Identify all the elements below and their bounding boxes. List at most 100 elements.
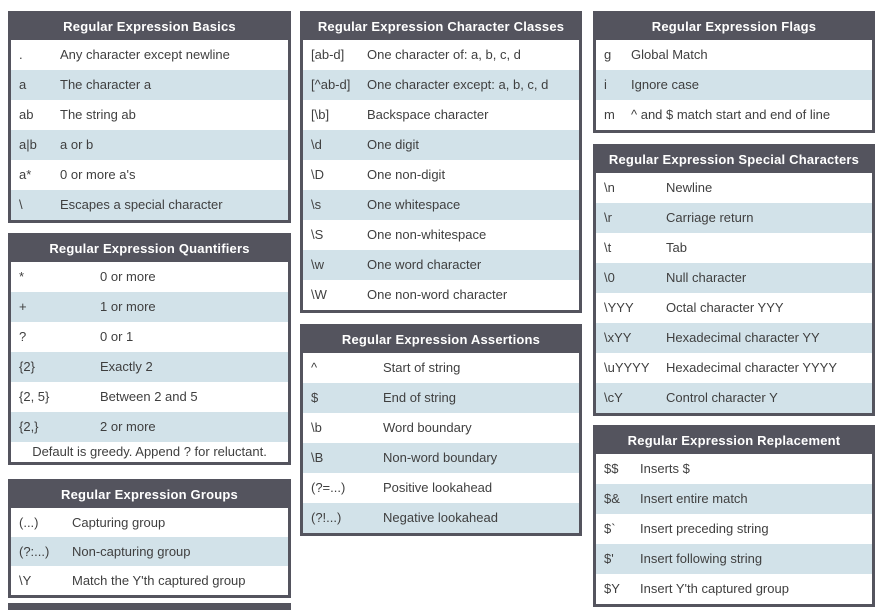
regex-symbol: i <box>604 77 607 92</box>
regex-description: Backspace character <box>367 107 489 122</box>
table-row: \Y Match the Y'th captured group <box>11 566 288 595</box>
regex-symbol: {2, 5} <box>19 389 50 404</box>
regex-symbol: + <box>19 299 27 314</box>
regex-description: One character of: a, b, c, d <box>367 47 521 62</box>
table-regex-quantifiers: Regular Expression Quantifiers * 0 or mo… <box>8 233 291 465</box>
regex-symbol: \n <box>604 180 615 195</box>
table-row: $$ Inserts $ <box>596 454 872 484</box>
table-row: {2,} 2 or more <box>11 412 288 442</box>
table-row: * 0 or more <box>11 262 288 292</box>
table-title: Regular Expression Flags <box>596 14 872 40</box>
regex-symbol: \b <box>311 420 322 435</box>
regex-symbol: \W <box>311 287 327 302</box>
table-row: \YYY Octal character YYY <box>596 293 872 323</box>
regex-symbol: $` <box>604 521 616 536</box>
table-row: m ^ and $ match start and end of line <box>596 100 872 130</box>
regex-description: One word character <box>367 257 482 272</box>
table-row: [^ab-d] One character except: a, b, c, d <box>303 70 579 100</box>
column-left: Regular Expression Basics . Any characte… <box>8 11 291 610</box>
regex-description: Negative lookahead <box>383 510 498 525</box>
regex-description: Global Match <box>631 47 708 62</box>
table-row: (?:...) Non-capturing group <box>11 537 288 566</box>
regex-description: One non-word character <box>367 287 508 302</box>
table-row: [\b] Backspace character <box>303 100 579 130</box>
table-row: \b Word boundary <box>303 413 579 443</box>
regex-description: Insert entire match <box>640 491 748 506</box>
regex-description: ^ and $ match start and end of line <box>631 107 831 122</box>
regex-description: The string ab <box>60 107 136 122</box>
regex-symbol: (?=...) <box>311 480 346 495</box>
regex-symbol: (...) <box>19 515 39 530</box>
regex-symbol: \w <box>311 257 324 272</box>
regex-description: Insert preceding string <box>640 521 769 536</box>
regex-description: One non-whitespace <box>367 227 487 242</box>
table-row: (?!...) Negative lookahead <box>303 503 579 533</box>
regex-description: Control character Y <box>666 390 778 405</box>
table-row: \S One non-whitespace <box>303 220 579 250</box>
regex-description: Newline <box>666 180 713 195</box>
table-row: \B Non-word boundary <box>303 443 579 473</box>
table-row: \w One word character <box>303 250 579 280</box>
regex-description: Start of string <box>383 360 461 375</box>
regex-description: One non-digit <box>367 167 446 182</box>
table-row: \D One non-digit <box>303 160 579 190</box>
table-row: $' Insert following string <box>596 544 872 574</box>
table-regex-special-characters: Regular Expression Special Characters \n… <box>593 144 875 416</box>
regex-description: Any character except newline <box>60 47 230 62</box>
regex-symbol: \cY <box>604 390 623 405</box>
column-middle: Regular Expression Character Classes [ab… <box>300 11 582 536</box>
table-row: ^ Start of string <box>303 353 579 383</box>
regex-description: Exactly 2 <box>100 359 153 374</box>
table-row: \uYYYY Hexadecimal character YYYY <box>596 353 872 383</box>
regex-symbol: \xYY <box>604 330 632 345</box>
regex-description: Null character <box>666 270 747 285</box>
regex-symbol: $& <box>604 491 620 506</box>
table-title: Regular Expression Assertions <box>303 327 579 353</box>
regex-symbol: $Y <box>604 581 620 596</box>
regex-symbol: a|b <box>19 137 37 152</box>
regex-symbol: \S <box>311 227 324 242</box>
regex-description: Carriage return <box>666 210 754 225</box>
regex-symbol: \Y <box>19 573 32 588</box>
table-row: a|b a or b <box>11 130 288 160</box>
regex-description: One character except: a, b, c, d <box>367 77 549 92</box>
regex-description: 0 or 1 <box>100 329 134 344</box>
table-row: \d One digit <box>303 130 579 160</box>
regex-symbol: \uYYYY <box>604 360 650 375</box>
table-row: $ End of string <box>303 383 579 413</box>
regex-description: Hexadecimal character YY <box>666 330 820 345</box>
regex-description: One digit <box>367 137 420 152</box>
table-row: \ Escapes a special character <box>11 190 288 220</box>
regex-description: Capturing group <box>72 515 166 530</box>
regex-description: Non-word boundary <box>383 450 498 465</box>
regex-symbol: \B <box>311 450 324 465</box>
regex-description: 0 or more <box>100 269 156 284</box>
table-row: a* 0 or more a's <box>11 160 288 190</box>
table-row: $` Insert preceding string <box>596 514 872 544</box>
table-row: \W One non-word character <box>303 280 579 310</box>
regex-description: Insert following string <box>640 551 763 566</box>
regex-description: Ignore case <box>631 77 699 92</box>
regex-symbol: * <box>19 269 25 284</box>
regex-symbol: $ <box>311 390 319 405</box>
regex-symbol: (?:...) <box>19 544 50 559</box>
regex-symbol: [^ab-d] <box>311 77 351 92</box>
table-row: (...) Capturing group <box>11 508 288 537</box>
regex-description: 2 or more <box>100 419 156 434</box>
table-row: {2, 5} Between 2 and 5 <box>11 382 288 412</box>
regex-description: Inserts $ <box>640 461 690 476</box>
table-regex-basics: Regular Expression Basics . Any characte… <box>8 11 291 223</box>
regex-symbol: $$ <box>604 461 619 476</box>
table-row: ab The string ab <box>11 100 288 130</box>
table-row: \xYY Hexadecimal character YY <box>596 323 872 353</box>
table-row: (?=...) Positive lookahead <box>303 473 579 503</box>
regex-description: a or b <box>60 137 94 152</box>
column-right: Regular Expression Flags g Global Match … <box>593 11 875 607</box>
table-row: \0 Null character <box>596 263 872 293</box>
regex-description: Positive lookahead <box>383 480 493 495</box>
regex-symbol: (?!...) <box>311 510 342 525</box>
regex-description: Non-capturing group <box>72 544 191 559</box>
regex-symbol: . <box>19 47 23 62</box>
regex-symbol: m <box>604 107 615 122</box>
